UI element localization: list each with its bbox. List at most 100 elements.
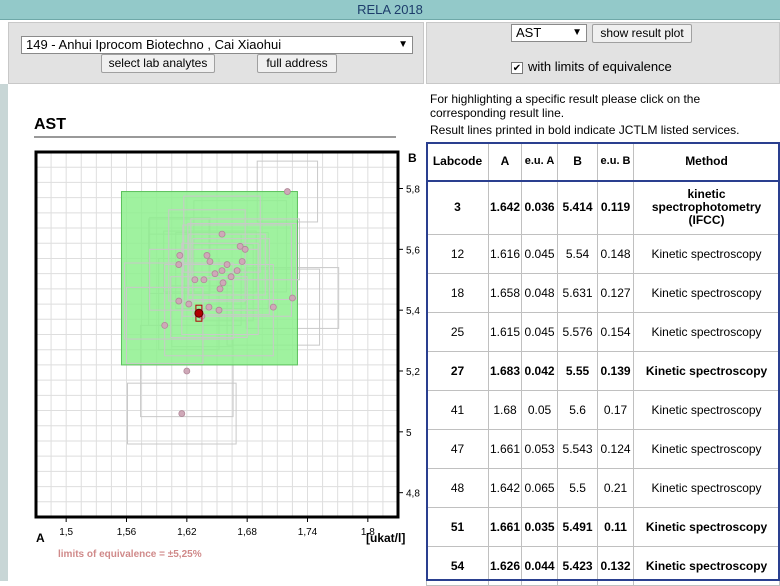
equivalence-box: [120, 191, 298, 366]
data-point: [203, 252, 211, 259]
equivalence-checkbox-label: with limits of equivalence: [528, 59, 672, 74]
cell-method: Kinetic spectroscopy: [633, 468, 780, 508]
cell-eu-b: 0.124: [597, 429, 635, 469]
col-eu-a: e.u. A: [521, 142, 559, 182]
x-tick-label: 1,56: [117, 527, 137, 538]
cell-method: Kinetic spectroscopy: [633, 390, 780, 430]
analyte-select[interactable]: AST ▼: [511, 24, 587, 42]
cell-b: 5.423: [557, 546, 599, 586]
x-tick-label: 1,62: [177, 527, 197, 538]
data-point: [178, 410, 186, 417]
data-point: [218, 267, 226, 275]
highlighted-data-point: [194, 308, 204, 318]
cell-a: 1.658: [487, 273, 523, 313]
cell-labcode: 3: [426, 180, 489, 235]
cell-a: 1.683: [487, 351, 523, 391]
data-point: [218, 230, 226, 238]
lab-selection-panel: 149 - Anhui Iprocom Biotechno , Cai Xiao…: [8, 22, 424, 84]
data-point: [176, 252, 184, 259]
table-row[interactable]: 51 1.661 0.035 5.491 0.11 Kinetic spectroscop…: [426, 507, 780, 547]
table-row[interactable]: 25 1.615 0.045 5.576 0.154 Kinetic spectrosco…: [426, 312, 780, 352]
cell-a: 1.626: [487, 546, 523, 586]
table-row[interactable]: 27 1.683 0.042 5.55 0.139 Kinetic spectroscop…: [426, 351, 780, 391]
table-row[interactable]: 41 1.68 0.05 5.6 0.17 Kinetic spectroscopy: [426, 390, 780, 430]
table-row[interactable]: 18 1.658 0.048 5.631 0.127 Kinetic spectrosco…: [426, 273, 780, 313]
table-row[interactable]: 48 1.642 0.065 5.5 0.21 Kinetic spectroscopy: [426, 468, 780, 508]
data-point: [175, 297, 183, 305]
cell-labcode: 12: [426, 234, 489, 274]
cell-method: Kinetic spectroscopy: [633, 234, 780, 274]
axis-b-label: B: [408, 151, 417, 165]
equivalence-checkbox[interactable]: ✔: [511, 61, 523, 74]
cell-method: kinetic spectrophotometry (IFCC): [633, 180, 780, 235]
col-labcode: Labcode: [426, 142, 489, 182]
data-point: [227, 273, 235, 281]
cell-method: Kinetic spectroscopy: [633, 507, 780, 547]
limits-of-equivalence-label: limits of equivalence = ±5,25%: [58, 549, 202, 560]
cell-eu-a: 0.045: [521, 234, 559, 274]
data-point: [289, 294, 296, 302]
data-point: [175, 261, 183, 268]
plot-options-panel: AST ▼ show result plot ✔ with limits of e…: [426, 22, 780, 84]
show-result-plot-button[interactable]: show result plot: [592, 24, 692, 43]
data-point: [183, 367, 191, 375]
uncertainty-box: [126, 286, 204, 364]
data-point: [216, 285, 224, 293]
cell-b: 5.631: [557, 273, 599, 313]
info-line-1: For highlighting a specific result pleas…: [430, 92, 701, 106]
cell-labcode: 27: [426, 351, 489, 391]
chevron-down-icon: ▼: [398, 39, 408, 50]
x-tick-label: 1,5: [59, 527, 73, 538]
cell-eu-a: 0.065: [521, 468, 559, 508]
table-row[interactable]: 3 1.642 0.036 5.414 0.119 kinetic spectrophot…: [426, 180, 780, 235]
cell-labcode: 18: [426, 273, 489, 313]
col-a: A: [487, 142, 523, 182]
cell-eu-b: 0.17: [597, 390, 635, 430]
lab-select-value: 149 - Anhui Iprocom Biotechno , Cai Xiao…: [26, 37, 282, 52]
table-row[interactable]: 54 1.626 0.044 5.423 0.132 Kinetic spectrosco…: [426, 546, 780, 586]
data-point: [238, 258, 246, 265]
cell-a: 1.661: [487, 429, 523, 469]
cell-eu-a: 0.05: [521, 390, 559, 430]
plot-analyte-title: AST: [34, 116, 66, 133]
cell-b: 5.491: [557, 507, 599, 547]
data-point: [233, 267, 241, 275]
cell-method: Kinetic spectroscopy: [633, 273, 780, 313]
table-row[interactable]: 12 1.616 0.045 5.54 0.148 Kinetic spectroscop…: [426, 234, 780, 274]
cell-a: 1.661: [487, 507, 523, 547]
cell-b: 5.543: [557, 429, 599, 469]
x-tick-label: 1,68: [237, 527, 257, 538]
select-lab-analytes-button[interactable]: select lab analytes: [101, 54, 215, 73]
cell-b: 5.54: [557, 234, 599, 274]
col-b: B: [557, 142, 599, 182]
table-row[interactable]: 47 1.661 0.053 5.543 0.124 Kinetic spectrosco…: [426, 429, 780, 469]
uncertainty-box: [168, 209, 246, 302]
full-address-button[interactable]: full address: [257, 54, 337, 73]
highlighted-point: [194, 304, 204, 322]
cell-labcode: 51: [426, 507, 489, 547]
cell-a: 1.68: [487, 390, 523, 430]
info-line-2: corresponding result line.: [430, 106, 565, 120]
plot-frame: [34, 150, 400, 519]
cell-a: 1.642: [487, 468, 523, 508]
data-point: [223, 261, 231, 268]
title-divider: [34, 136, 396, 138]
lab-select[interactable]: 149 - Anhui Iprocom Biotechno , Cai Xiao…: [21, 36, 413, 54]
col-method: Method: [633, 142, 780, 182]
x-tick-labels: 1,5 1,56 1,62 1,68 1,74 1,8: [59, 517, 375, 538]
uncertainty-box: [170, 276, 248, 339]
info-line-3: Result lines printed in bold indicate JC…: [430, 123, 740, 137]
cell-eu-a: 0.042: [521, 351, 559, 391]
cell-b: 5.414: [557, 180, 599, 235]
cell-a: 1.615: [487, 312, 523, 352]
result-plot: 1,5 1,56 1,62 1,68 1,74 1,8 5,85,65,45,254,8 …: [34, 150, 420, 560]
uncertainty-box: [182, 224, 292, 317]
data-point: [185, 300, 193, 308]
cell-eu-b: 0.11: [597, 507, 635, 547]
cell-method: Kinetic spectroscopy: [633, 312, 780, 352]
cell-labcode: 54: [426, 546, 489, 586]
unit-label: [ukat/l]: [366, 531, 405, 545]
cell-method: Kinetic spectroscopy: [633, 429, 780, 469]
cell-eu-a: 0.053: [521, 429, 559, 469]
cell-b: 5.55: [557, 351, 599, 391]
